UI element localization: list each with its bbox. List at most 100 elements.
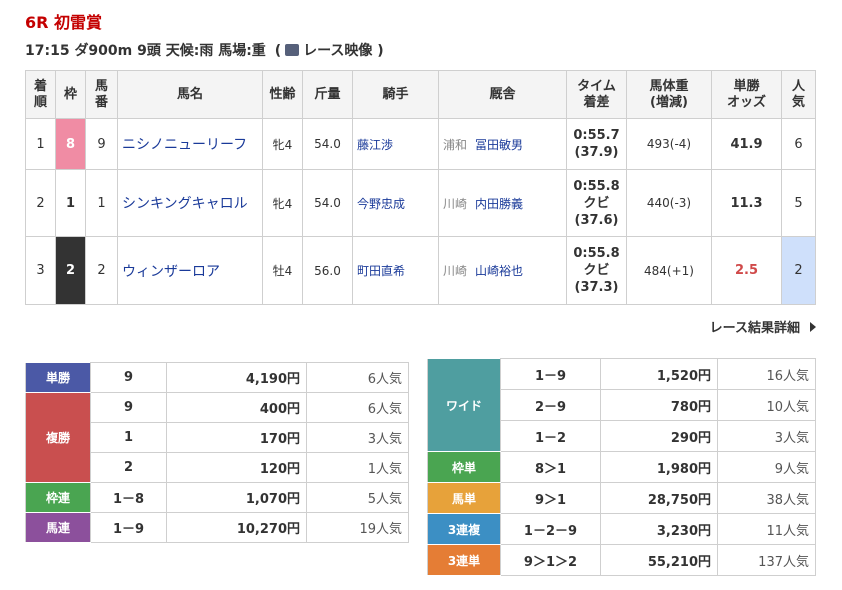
detail-text[interactable]: レース結果詳細 — [709, 321, 800, 336]
result-row: 2 1 1 シンキングキャロル 牝4 54.0 今野忠成 川崎 内田勝義 0:55.8 クビ (37.… — [25, 169, 816, 237]
body-weight: 440(-3) — [626, 169, 712, 237]
header-text: 性齢 — [269, 86, 296, 102]
combination: 1－9 — [90, 512, 167, 543]
popularity: 6 — [781, 118, 816, 170]
trainer-area: 川崎 — [443, 196, 468, 211]
bet-type: 3連複 — [427, 513, 501, 545]
jockey-cell: 町田直希 — [352, 236, 439, 305]
race-info: 17:15 ダ900m 9頭 天候:雨 馬場:重 (レース映像 ) — [25, 40, 384, 60]
combination: 9 — [90, 392, 167, 423]
time-line: (37.9) — [574, 145, 619, 160]
time-line: 0:55.8 — [573, 246, 620, 261]
payout: 1,070円 — [166, 482, 307, 513]
payout: 10,270円 — [166, 512, 307, 543]
video-close: ) — [377, 43, 384, 59]
video-link[interactable]: レース映像 — [303, 43, 373, 59]
header-text: 馬名 — [176, 86, 203, 102]
trainer[interactable]: 冨田敏男 — [475, 137, 524, 152]
payout: 28,750円 — [600, 482, 718, 514]
jockey[interactable]: 今野忠成 — [357, 196, 406, 211]
time-line: 0:55.8 — [573, 178, 620, 194]
odds: 11.3 — [711, 169, 782, 237]
popularity: 3人気 — [306, 422, 409, 453]
weight: 54.0 — [302, 118, 353, 170]
popularity: 6人気 — [306, 392, 409, 423]
trainer[interactable]: 山崎裕也 — [475, 264, 524, 278]
odds: 41.9 — [711, 118, 782, 170]
jockey-cell: 今野忠成 — [352, 169, 439, 237]
column-header: 馬番 — [85, 70, 118, 119]
header-text: 着差 — [583, 94, 610, 110]
horse-cell: シンキングキャロル — [117, 169, 263, 237]
popularity: 11人気 — [717, 513, 816, 545]
payout-row: ワイド 1－9 1,520円 16人気 — [427, 358, 816, 452]
payout-row: 枠連 1－8 1,070円 5人気 — [25, 482, 409, 513]
horse-name[interactable]: シンキングキャロル — [122, 196, 248, 212]
rank: 3 — [25, 236, 56, 305]
detail-link[interactable]: レース結果詳細 — [710, 317, 816, 336]
horse-number: 9 — [85, 118, 118, 170]
jockey[interactable]: 町田直希 — [357, 264, 406, 278]
column-header: 枠 — [55, 70, 86, 119]
rank: 1 — [25, 118, 56, 170]
trainer-area: 川崎 — [443, 264, 468, 278]
time-line: 0:55.7 — [573, 128, 620, 143]
combination: 2－9 — [500, 389, 601, 421]
bet-type: 馬単 — [427, 482, 501, 514]
bet-type: ワイド — [427, 358, 501, 452]
popularity: 38人気 — [717, 482, 816, 514]
jockey[interactable]: 藤江渉 — [357, 137, 394, 152]
popularity: 10人気 — [717, 389, 816, 421]
popularity: 2 — [781, 236, 816, 305]
payout: 3,230円 — [600, 513, 718, 545]
horse-name[interactable]: ニシノニューリーフ — [122, 137, 248, 153]
combination: 1 — [90, 422, 167, 453]
bet-type: 単勝 — [25, 362, 91, 393]
trainer-cell: 川崎 山崎裕也 — [438, 236, 567, 305]
combination: 9 — [90, 362, 167, 393]
combination: 1－2 — [500, 420, 601, 452]
trainer-cell: 川崎 内田勝義 — [438, 169, 567, 237]
arrow — [810, 322, 816, 332]
time-line: クビ — [583, 195, 610, 211]
race-conditions: 17:15 ダ900m 9頭 天候:雨 馬場:重 — [25, 43, 266, 59]
header-text: 番 — [94, 94, 108, 110]
payout-row: 3連単 9＞1＞2 55,210円 137人気 — [427, 544, 816, 576]
header-text: 馬体重 — [649, 78, 689, 94]
bet-type: 複勝 — [25, 392, 91, 483]
horse-name[interactable]: ウィンザーロア — [122, 263, 220, 280]
header-text: 斤量 — [314, 86, 341, 102]
combination: 8＞1 — [500, 451, 601, 483]
combination: 9＞1＞2 — [500, 544, 601, 576]
time-line: (37.6) — [574, 212, 619, 228]
sex-age: 牝4 — [262, 118, 303, 170]
trainer[interactable]: 内田勝義 — [475, 196, 524, 211]
frame: 2 — [55, 236, 86, 305]
combination: 1－2－9 — [500, 513, 601, 545]
popularity: 9人気 — [717, 451, 816, 483]
frame: 8 — [55, 118, 86, 170]
popularity: 1人気 — [306, 452, 409, 483]
combination: 2 — [90, 452, 167, 483]
header-text: 順 — [33, 94, 47, 110]
weight: 56.0 — [302, 236, 353, 305]
jockey-cell: 藤江渉 — [352, 118, 439, 170]
payout-row: 複勝 9 400円 6人気 — [25, 392, 409, 483]
column-header: 厩舎 — [438, 70, 567, 119]
results-table: 着順枠馬番馬名 性齢 斤量 騎手 厩舎 タイム 着差 馬体重 (増減) 単勝 オッズ人気 1 8 9 ニシ… — [25, 70, 816, 305]
popularity: 16人気 — [717, 358, 816, 390]
body-weight: 484(+1) — [626, 236, 712, 305]
header-text: 騎手 — [382, 86, 409, 102]
payout-row: 枠単 8＞1 1,980円 9人気 — [427, 451, 816, 483]
payout: 4,190円 — [166, 362, 307, 393]
payout: 170円 — [166, 422, 307, 453]
horse-cell: ウィンザーロア — [117, 236, 263, 305]
header-text: 馬 — [94, 78, 108, 94]
bet-type: 3連単 — [427, 544, 501, 576]
header-text: (増減) — [650, 94, 688, 110]
combination: 9＞1 — [500, 482, 601, 514]
combination: 1－8 — [90, 482, 167, 513]
horse-number: 2 — [85, 236, 118, 305]
time-cell: 0:55.8 クビ (37.6) — [566, 169, 627, 237]
